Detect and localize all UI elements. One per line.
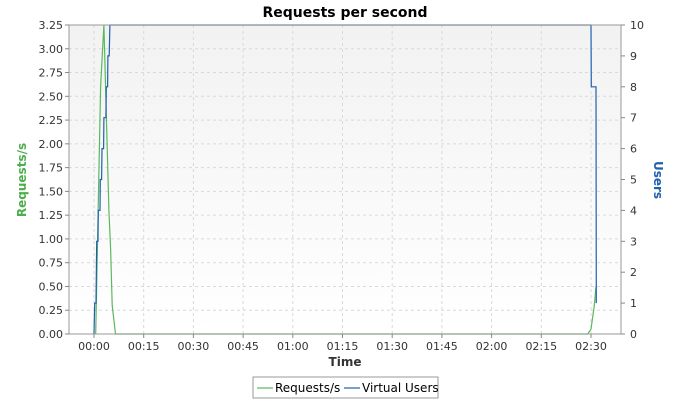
- y2-tick-label: 6: [630, 143, 637, 156]
- x-tick-label: 00:15: [128, 340, 160, 353]
- y-tick-label: 0.00: [39, 328, 64, 341]
- plot-background: [69, 25, 621, 334]
- y-tick-label: 1.75: [39, 162, 64, 175]
- y-axis-right: 0 1 2 3 4 5 6 7 8 9 10: [621, 19, 644, 341]
- y-tick-label: 0.25: [39, 304, 64, 317]
- y-tick-label: 2.75: [39, 67, 64, 80]
- x-tick-label: 01:00: [277, 340, 309, 353]
- x-tick-label: 02:30: [575, 340, 607, 353]
- grid: [69, 24, 621, 335]
- y2-tick-label: 7: [630, 112, 637, 125]
- y-axis-title: Requests/s: [15, 143, 29, 217]
- plot-area: [69, 25, 621, 334]
- x-tick-label: 01:45: [426, 340, 458, 353]
- x-tick-label: 00:45: [227, 340, 259, 353]
- x-tick-label: 00:00: [78, 340, 110, 353]
- y2-tick-label: 5: [630, 174, 637, 187]
- x-tick-label: 02:15: [525, 340, 557, 353]
- y-tick-label: 2.00: [39, 138, 64, 151]
- x-tick-label: 01:15: [327, 340, 359, 353]
- x-axis: 00:00 00:15 00:30 00:45 01:00 01:15 01:30 01:45…: [78, 334, 607, 353]
- y2-tick-label: 2: [630, 266, 637, 279]
- y2-tick-label: 9: [630, 50, 637, 63]
- legend: Requests/s Virtual Users: [252, 376, 439, 399]
- y-tick-label: 3.25: [39, 19, 64, 32]
- x-axis-title: Time: [329, 355, 362, 369]
- y2-axis-title: Users: [651, 161, 665, 199]
- legend-label-users: Virtual Users: [362, 381, 439, 395]
- legend-label-requests: Requests/s: [275, 381, 340, 395]
- y-tick-label: 2.25: [39, 114, 64, 127]
- y-tick-label: 1.50: [39, 185, 64, 198]
- y-tick-label: 3.00: [39, 43, 64, 56]
- x-tick-label: 01:30: [376, 340, 408, 353]
- y2-tick-label: 3: [630, 235, 637, 248]
- y2-tick-label: 4: [630, 204, 637, 217]
- y-tick-label: 1.00: [39, 233, 64, 246]
- y-tick-label: 1.25: [39, 209, 64, 222]
- y2-tick-label: 0: [630, 328, 637, 341]
- y2-tick-label: 10: [630, 19, 644, 32]
- y2-tick-label: 1: [630, 297, 637, 310]
- series-requests-line: [95, 24, 597, 335]
- y-tick-label: 0.75: [39, 257, 64, 270]
- y-axis-left: 0.00 0.25 0.50 0.75 1.00 1.25 1.50 1.75 2.00 2.25…: [39, 19, 69, 341]
- y-tick-label: 2.50: [39, 90, 64, 103]
- x-tick-label: 00:30: [178, 340, 210, 353]
- y2-tick-label: 8: [630, 81, 637, 94]
- y-tick-label: 0.50: [39, 280, 64, 293]
- x-tick-label: 02:00: [476, 340, 508, 353]
- chart-title: Requests per second: [262, 5, 427, 21]
